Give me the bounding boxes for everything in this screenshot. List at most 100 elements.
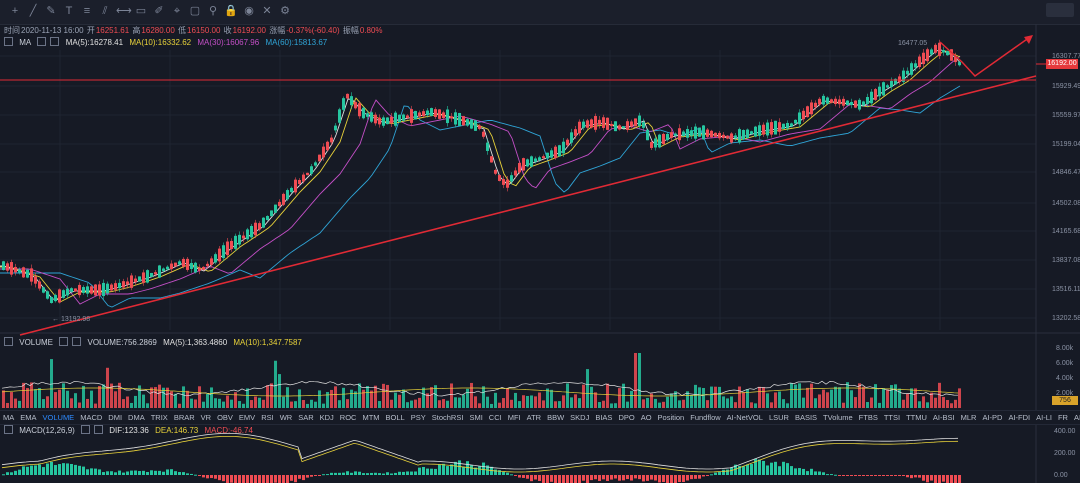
lock-icon[interactable]: 🔒 <box>224 5 238 17</box>
trash-icon[interactable]: ✕ <box>262 5 272 17</box>
tab-brar[interactable]: BRAR <box>173 413 195 422</box>
tab-fundflow[interactable]: Fundflow <box>690 413 721 422</box>
channel-icon[interactable]: ⫽ <box>102 5 108 17</box>
macd-histogram-bar <box>466 461 469 475</box>
tab-wr[interactable]: WR <box>279 413 293 422</box>
tab-boll[interactable]: BOLL <box>385 413 405 422</box>
macd-histogram-bar <box>214 475 217 479</box>
drawing-toolbar: + ╱ ✎ T ≡ ⫽ ⟷ ▭ ✐ ⌖ ▢ ⚲ 🔒 ◉ ✕ ⚙ <box>0 0 1080 25</box>
tab-atr[interactable]: ATR <box>526 413 542 422</box>
close-icon[interactable] <box>94 425 104 434</box>
volume-bar <box>374 385 377 408</box>
tab-ema[interactable]: EMA <box>20 413 37 422</box>
window-control-button[interactable] <box>1046 3 1074 17</box>
tab-bias[interactable]: BIAS <box>595 413 613 422</box>
volume-bar <box>846 382 849 408</box>
pen-icon[interactable]: ✎ <box>46 5 56 17</box>
tab-ai-netvol[interactable]: AI-NetVOL <box>726 413 763 422</box>
shape-icon[interactable]: ▭ <box>135 5 147 17</box>
tab-ma[interactable]: MA <box>3 413 15 422</box>
rect-icon[interactable]: ▢ <box>189 5 201 17</box>
volume-bar <box>458 397 461 408</box>
settings-icon[interactable] <box>59 337 69 346</box>
candle-body <box>878 86 881 97</box>
tab-ttmu[interactable]: TTMU <box>906 413 927 422</box>
tab-smi[interactable]: SMI <box>469 413 483 422</box>
settings-icon[interactable]: ⚙ <box>280 5 290 17</box>
tab-ai-bst[interactable]: AI-BST <box>1073 413 1080 422</box>
collapse-icon[interactable] <box>4 37 13 46</box>
tab-emv[interactable]: EMV <box>238 413 256 422</box>
candle-body <box>190 262 193 270</box>
tab-mtm[interactable]: MTM <box>362 413 380 422</box>
line-icon[interactable]: ╱ <box>29 5 37 17</box>
tab-ai-li[interactable]: AI-LI <box>1036 413 1052 422</box>
tab-volume[interactable]: VOLUME <box>42 413 75 422</box>
volume-bar <box>110 383 113 408</box>
tab-position[interactable]: Position <box>657 413 685 422</box>
tab-rsi[interactable]: RSI <box>261 413 274 422</box>
candle-body <box>186 258 189 270</box>
brush-icon[interactable]: ✐ <box>154 5 164 17</box>
tab-stochrsi[interactable]: StochRSI <box>431 413 464 422</box>
tab-fr[interactable]: FR <box>1057 413 1068 422</box>
tab-ttsi[interactable]: TTSI <box>883 413 901 422</box>
tab-ftbs[interactable]: FTBS <box>858 413 878 422</box>
eye-icon[interactable]: ◉ <box>244 5 254 17</box>
tab-ao[interactable]: AO <box>640 413 652 422</box>
fib-icon[interactable]: ≡ <box>83 5 91 17</box>
label-icon[interactable]: ⌖ <box>173 5 181 17</box>
volume-bar <box>246 388 249 408</box>
tab-dmi[interactable]: DMI <box>108 413 123 422</box>
macd-histogram-bar <box>262 475 265 483</box>
text-icon[interactable]: T <box>65 5 73 17</box>
settings-icon[interactable] <box>37 37 47 46</box>
tab-cci[interactable]: CCI <box>488 413 502 422</box>
macd-histogram-bar <box>842 475 845 476</box>
macd-histogram-bar <box>814 471 817 475</box>
macd-histogram-bar <box>250 475 253 483</box>
tab-dpo[interactable]: DPO <box>618 413 635 422</box>
collapse-icon[interactable] <box>4 425 13 434</box>
close-icon[interactable] <box>50 37 60 46</box>
tab-basis[interactable]: BASIS <box>794 413 818 422</box>
close-icon[interactable] <box>72 337 82 346</box>
measure-icon[interactable]: ⟷ <box>116 5 132 17</box>
tab-sar[interactable]: SAR <box>298 413 314 422</box>
tab-mfi[interactable]: MFI <box>507 413 521 422</box>
volume-bar <box>158 384 161 408</box>
candle-body <box>418 112 421 117</box>
volume-bar <box>442 399 445 408</box>
macd-histogram-bar <box>14 470 17 475</box>
magnet-icon[interactable]: ⚲ <box>208 5 218 17</box>
tab-tvolume[interactable]: TVolume <box>823 413 853 422</box>
macd-histogram-bar <box>910 475 913 479</box>
tab-trix[interactable]: TRIX <box>150 413 168 422</box>
settings-icon[interactable] <box>81 425 91 434</box>
tab-ai-pd[interactable]: AI-PD <box>982 413 1003 422</box>
volume-bar <box>850 390 853 408</box>
tab-lsur[interactable]: LSUR <box>768 413 789 422</box>
volume-bar <box>130 402 133 408</box>
tab-obv[interactable]: OBV <box>217 413 233 422</box>
tab-ai-fdi[interactable]: AI-FDI <box>1008 413 1031 422</box>
candle-body <box>110 284 113 291</box>
macd-histogram-bar <box>350 472 353 475</box>
tab-roc[interactable]: ROC <box>339 413 357 422</box>
volume-ma5: MA(5):1,363.4860 <box>163 338 228 347</box>
tab-kdj[interactable]: KDJ <box>319 413 334 422</box>
tab-skdj[interactable]: SKDJ <box>570 413 590 422</box>
tab-bbw[interactable]: BBW <box>547 413 565 422</box>
tab-ai-bsi[interactable]: AI-BSI <box>932 413 955 422</box>
tab-dma[interactable]: DMA <box>128 413 145 422</box>
tab-mlr[interactable]: MLR <box>960 413 977 422</box>
collapse-icon[interactable] <box>4 337 13 346</box>
tab-vr[interactable]: VR <box>200 413 212 422</box>
volume-bar <box>910 388 913 408</box>
tab-macd[interactable]: MACD <box>80 413 103 422</box>
crosshair-icon[interactable]: + <box>11 5 19 17</box>
tab-psy[interactable]: PSY <box>410 413 426 422</box>
macd-legend: MACD(12,26,9) DIF:123.36 DEA:146.73 MACD… <box>4 425 257 435</box>
macd-histogram-bar <box>222 475 225 482</box>
